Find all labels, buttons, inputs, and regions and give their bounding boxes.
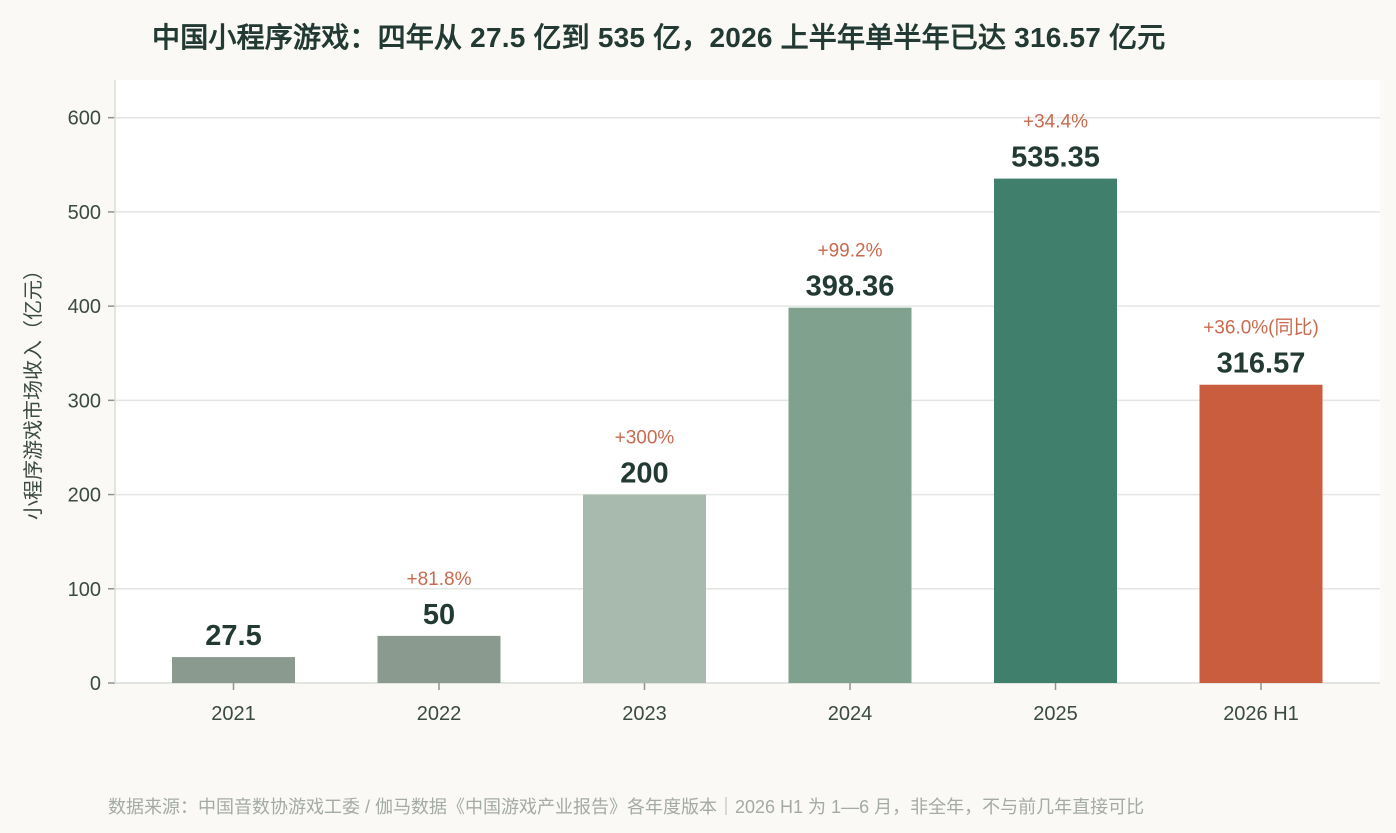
x-tick-label: 2021 <box>211 703 256 725</box>
y-tick-label: 300 <box>68 390 101 412</box>
growth-label: +300% <box>615 428 675 449</box>
y-axis-title: 小程序游戏市场收入（亿元） <box>22 260 45 520</box>
bar-2022 <box>377 635 501 683</box>
x-tick-label: 2024 <box>828 703 873 725</box>
x-tick-label: 2025 <box>1033 703 1078 725</box>
growth-label: +34.4% <box>1023 112 1088 133</box>
y-tick-label: 600 <box>68 108 101 130</box>
y-tick-label: 400 <box>68 296 101 318</box>
value-label: 316.57 <box>1217 348 1306 380</box>
bar-2021 <box>172 657 295 683</box>
x-tick-label: 2023 <box>622 703 667 725</box>
x-tick-label: 2022 <box>417 703 462 725</box>
growth-label: +36.0%(同比) <box>1203 317 1319 339</box>
grid-lines <box>115 80 1380 683</box>
growth-label: +81.8% <box>407 569 472 590</box>
bar-2024 <box>788 307 912 683</box>
axes: 0 100 200 300 400 500 600 2021 2022 2023 2024 2025 2… <box>68 80 1380 725</box>
bar-2025 <box>994 178 1117 683</box>
chart-title: 中国小程序游戏：四年从 27.5 亿到 535 亿，2026 上半年单半年已达 … <box>152 22 1166 53</box>
y-tick-label: 0 <box>90 673 101 695</box>
source-note: 数据来源：中国音数协游戏工委 / 伽马数据《中国游戏产业报告》各年度版本｜202… <box>108 797 1145 817</box>
bars <box>172 178 1323 683</box>
growth-label: +99.2% <box>818 241 883 262</box>
bar-2023 <box>583 494 706 683</box>
bar-2026-h1 <box>1199 384 1323 683</box>
y-tick-label: 100 <box>68 579 101 601</box>
x-tick-label: 2026 H1 <box>1223 703 1299 725</box>
plot-area <box>115 80 1380 683</box>
data-labels: 27.5 50 +81.8% 200 +300% 398.36 +99.2% 535.35 +3… <box>205 112 1319 652</box>
value-label: 398.36 <box>806 271 895 303</box>
value-label: 200 <box>620 458 668 490</box>
value-label: 50 <box>423 599 455 631</box>
value-label: 27.5 <box>205 620 261 652</box>
value-label: 535.35 <box>1011 142 1100 174</box>
y-tick-label: 500 <box>68 202 101 224</box>
y-tick-label: 200 <box>68 485 101 507</box>
